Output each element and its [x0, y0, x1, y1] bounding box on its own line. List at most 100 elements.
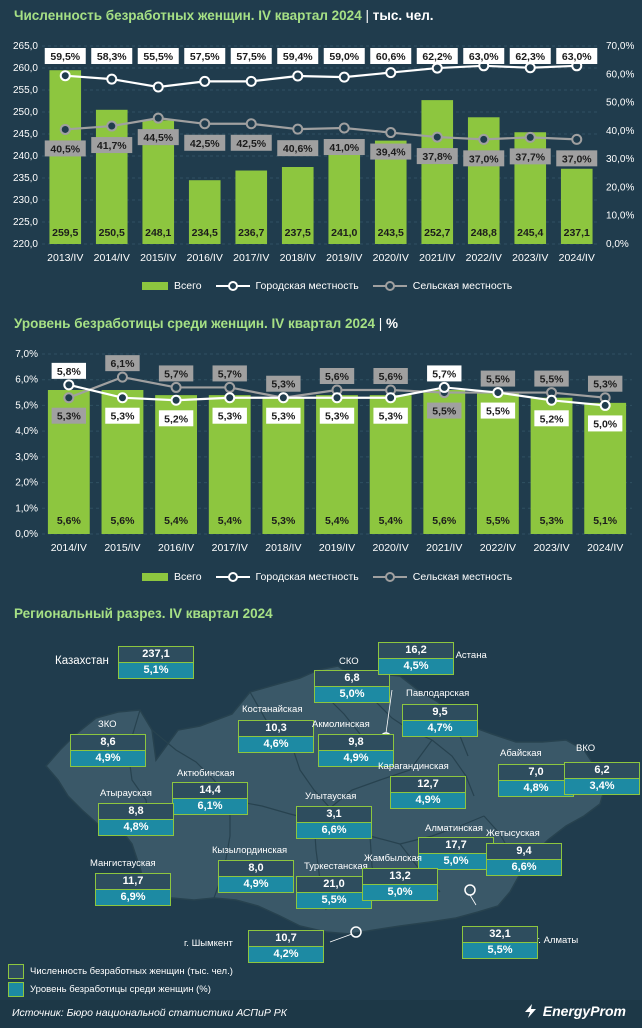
- legend2-urban-label: Городская местность: [255, 571, 359, 583]
- chart1-point-rural-5: [292, 123, 304, 135]
- chart1-point-rural-8: [431, 131, 443, 143]
- region-0-rate: 5,0%: [315, 687, 389, 702]
- chart2-point-urban-4: [277, 392, 289, 404]
- region-12-box: 17,7 5,0%: [418, 837, 494, 870]
- chart2-label-urban-6: 5,3%: [379, 411, 404, 423]
- chart1-xtick-6: 2019/IV: [326, 252, 362, 264]
- chart1-label-urban-2-bg: [137, 48, 179, 64]
- region-14-box: 8,0 4,9%: [218, 860, 294, 893]
- region-7-box: 6,2 3,4%: [564, 762, 640, 795]
- chart1-label-urban-4-bg: [230, 48, 272, 64]
- chart2-label-rural-2: 5,7%: [164, 368, 189, 380]
- chart2-label-rural-1: 6,1%: [110, 358, 135, 370]
- chart1-label-urban-9: 63,0%: [469, 51, 499, 63]
- region-14-rate: 4,9%: [219, 877, 293, 892]
- chart2-bar-label-2: 5,4%: [164, 515, 189, 527]
- chart1-point-rural-11: [571, 133, 583, 145]
- chart2-bar-label-4: 5,3%: [271, 515, 296, 527]
- chart2-label-rural-8: 5,5%: [486, 374, 511, 386]
- chart1-title-text: Численность безработных женщин. IV кварт…: [14, 8, 362, 23]
- legend-count-text: Численность безработных женщин (тыс. чел…: [30, 966, 233, 977]
- chart1-bar-5: [281, 167, 314, 244]
- chart2-point-rural-0: [63, 392, 75, 404]
- chart2-xtick-9: 2023/IV: [533, 542, 569, 554]
- region-11-count: 3,1: [297, 807, 371, 823]
- legend2-rural-label: Сельская местность: [412, 571, 513, 583]
- chart1-y2tick-1: 10,0%: [606, 211, 634, 222]
- chart1-label-urban-3: 57,5%: [190, 51, 220, 63]
- chart1-point-urban-8: [431, 62, 443, 74]
- chart1-ytick-7: 255,0: [13, 85, 38, 96]
- region-9-box: 12,7 4,9%: [390, 776, 466, 809]
- region-18-name: г. Шымкент: [184, 938, 233, 949]
- region-4-name: Акмолинская: [312, 719, 370, 730]
- chart1-point-urban-4: [245, 75, 257, 87]
- chart1-point-rural-0: [59, 123, 71, 135]
- source-text: Источник: Бюро национальной статистики А…: [12, 1007, 287, 1019]
- chart2-bar-label-1: 5,6%: [110, 515, 135, 527]
- chart2-xtick-6: 2020/IV: [373, 542, 409, 554]
- chart1-ytick-5: 245,0: [13, 129, 38, 140]
- chart2-label-rural-4-bg: [266, 375, 301, 392]
- chart1-y2tick-4: 40,0%: [606, 126, 634, 137]
- chart1-point-rural-1: [106, 120, 118, 132]
- chart1-label-urban-2: 55,5%: [143, 51, 173, 63]
- chart1-xtick-1: 2014/IV: [94, 252, 130, 264]
- chart1-bar-label-6: 241,0: [331, 227, 357, 239]
- chart1-label-rural-11-bg: [556, 150, 598, 167]
- chart1-point-urban-10: [524, 62, 536, 74]
- chart1-label-urban-11: 63,0%: [562, 51, 592, 63]
- region-18-box: 10,7 4,2%: [248, 930, 324, 963]
- region-5-box: 8,6 4,9%: [70, 734, 146, 767]
- map-legend-rate: Уровень безработицы среди женщин (%): [8, 982, 211, 997]
- chart2-bar-label-0: 5,6%: [57, 515, 82, 527]
- region-18-count: 10,7: [249, 931, 323, 947]
- chart1-point-rural-4: [245, 118, 257, 130]
- chart1-ytick-9: 265,0: [13, 41, 38, 52]
- chart1-point-rural-10: [524, 131, 536, 143]
- chart1-label-rural-4-bg: [230, 134, 272, 151]
- chart1-label-rural-5-bg: [277, 140, 319, 157]
- chart1-label-rural-2: 44,5%: [143, 132, 173, 144]
- chart2-ytick-0: 0,0%: [15, 529, 38, 540]
- chart2-label-urban-8-bg: [480, 402, 516, 419]
- chart1-bar-label-7: 243,5: [378, 227, 404, 239]
- region-4-count: 9,8: [319, 735, 393, 751]
- chart2-legend: Всего Городская местность Сельская местн…: [142, 571, 512, 583]
- chart1-ytick-2: 230,0: [13, 195, 38, 206]
- chart2-label-rural-10-bg: [587, 375, 623, 392]
- chart1-point-urban-1: [106, 73, 118, 85]
- chart2-svg: 0,0% 1,0% 2,0% 3,0% 4,0% 5,0% 6,0% 7,0% 5,6% 2014…: [15, 349, 632, 554]
- region-2-box: 9,5 4,7%: [402, 704, 478, 737]
- chart1-label-urban-8: 62,2%: [422, 51, 452, 63]
- chart2-label-rural-8-bg: [480, 370, 516, 387]
- country-rate: 5,1%: [119, 663, 193, 678]
- chart2-point-rural-1: [116, 371, 128, 383]
- chart2-label-urban-4: 5,3%: [271, 411, 296, 423]
- region-8-box: 14,4 6,1%: [172, 782, 248, 815]
- chart2-xtick-1: 2015/IV: [104, 542, 140, 554]
- region-17-count: 13,2: [363, 869, 437, 885]
- chart2-label-urban-8: 5,5%: [486, 406, 511, 418]
- chart2-label-rural-4: 5,3%: [271, 379, 296, 391]
- region-12-count: 17,7: [419, 838, 493, 854]
- region-6-count: 7,0: [499, 765, 573, 781]
- chart1-ytick-4: 240,0: [13, 151, 38, 162]
- chart1-label-urban-0: 59,5%: [50, 51, 80, 63]
- region-2-count: 9,5: [403, 705, 477, 721]
- chart2-label-rural-5: 5,6%: [325, 371, 350, 383]
- chart2-point-rural-2: [170, 381, 182, 393]
- region-1-name: г. Астана: [448, 650, 487, 661]
- chart1-point-rural-3: [199, 118, 211, 130]
- chart2-label-urban-0: 5,8%: [57, 366, 82, 378]
- region-15-name: Мангистауская: [90, 858, 156, 869]
- chart1-point-rural-6: [338, 122, 350, 134]
- chart2-label-urban-7-bg: [427, 365, 462, 382]
- chart1-ytick-0: 220,0: [13, 239, 38, 250]
- chart1-label-rural-8: 37,8%: [422, 151, 452, 163]
- legend2-total-label: Всего: [174, 571, 202, 583]
- legend-urban-label: Городская местность: [255, 280, 359, 292]
- chart2-point-urban-9: [546, 394, 558, 406]
- chart1-point-urban-3: [199, 75, 211, 87]
- region-18-rate: 4,2%: [249, 947, 323, 962]
